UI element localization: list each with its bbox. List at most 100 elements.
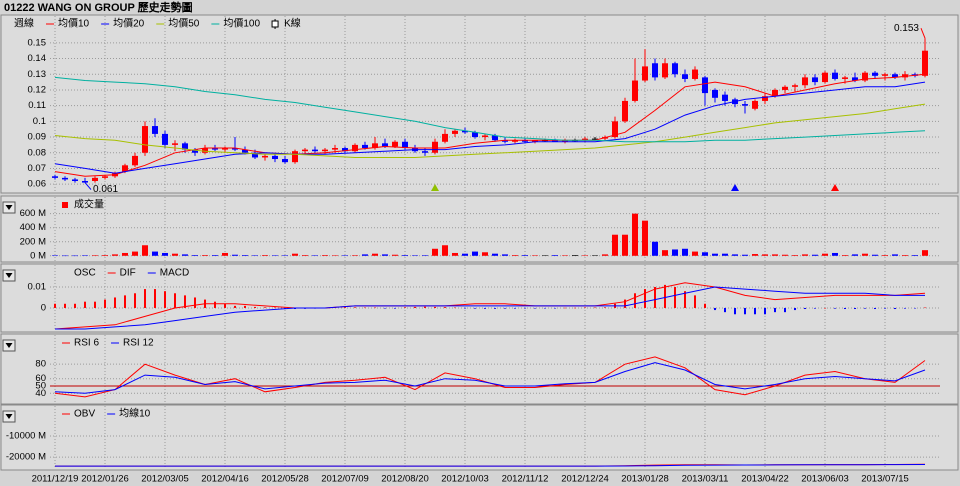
bar [702,252,708,256]
panel-frame [0,195,959,263]
bar [542,255,548,256]
bar [462,253,468,256]
bar [624,299,626,308]
bar [674,286,676,308]
toggle-arrow[interactable] [5,205,13,210]
bar [52,255,58,256]
bar [594,307,596,309]
bar [814,307,816,309]
bar [184,295,186,308]
bar [784,307,786,313]
bar [484,307,486,309]
bar [94,301,96,308]
bar [312,255,318,256]
candle-body [242,149,248,153]
candle-body [272,155,278,160]
candle-body [792,85,798,87]
toggle-arrow[interactable] [5,414,13,419]
line-series [55,464,926,467]
candle-body [462,130,468,133]
bar [562,255,568,256]
x-tick-label: 2012/01/26 [81,474,129,485]
candle-body [402,141,408,149]
candle-body [692,69,698,79]
y-tick-label: 80 [35,359,46,370]
bar [394,307,396,309]
bar [442,245,448,256]
toggle-arrow[interactable] [5,343,13,348]
bar [342,255,348,256]
bar [764,307,766,315]
bar [832,252,838,256]
toggle-arrow[interactable] [5,273,13,278]
candle-body [82,181,88,183]
candle-body [772,89,778,97]
candle-body [352,144,358,152]
candle-body [212,148,218,150]
bar [894,307,896,310]
candle-body [472,132,478,138]
bar [122,252,128,256]
candle-body [142,126,148,153]
bar [582,255,588,256]
bar [902,255,908,256]
x-tick-label: 2013/07/15 [861,474,909,485]
bar [882,255,888,256]
bar [712,253,718,256]
candle-body [302,149,308,152]
bar [352,255,358,256]
bar [104,299,106,308]
y-tick-label: 600 M [20,208,46,219]
candle-body [222,148,228,150]
bar [912,255,918,256]
candle-body [562,140,568,142]
bar [564,307,566,309]
panel-frame [0,263,959,333]
candle-body [842,77,848,79]
candle-body [372,143,378,149]
y-tick-label: -10000 M [6,431,46,442]
legend-label: RSI 12 [123,338,154,349]
bar [822,253,828,256]
bar [634,293,636,308]
legend-label: 成交量 [74,198,104,211]
bar [534,307,536,309]
annotation: 0.061 [93,184,118,195]
candle-body [522,140,528,142]
bar [332,255,338,256]
y-tick-label: 60 [35,373,46,384]
legend-label: OBV [74,409,95,420]
bar [402,255,408,256]
bar [112,254,118,256]
annotation-leader [84,182,92,190]
bar [74,303,76,308]
bar [224,303,226,308]
candle-body [232,148,238,150]
y-tick-label: 0.11 [28,100,46,111]
candle-body [252,152,258,158]
signal-marker [731,184,739,191]
y-tick-label: 0.13 [28,69,47,80]
bar [602,254,608,256]
bar [374,307,376,309]
bar [904,307,906,309]
bar [514,307,516,309]
y-tick-label: 0.14 [28,53,47,64]
candle-body [642,66,648,81]
bar [92,255,98,256]
bar [82,255,88,256]
candle-body [392,141,398,147]
bar [242,255,248,256]
candle-body [802,77,808,86]
bar [844,307,846,310]
legend-label: 均價50 [168,17,200,30]
candle-body [812,77,818,83]
legend-label: MACD [160,268,189,279]
bar [194,297,196,308]
x-tick-label: 2012/07/09 [321,474,369,485]
line-series [54,103,926,158]
bar [64,303,66,308]
bar [362,254,368,256]
bar [164,291,166,308]
